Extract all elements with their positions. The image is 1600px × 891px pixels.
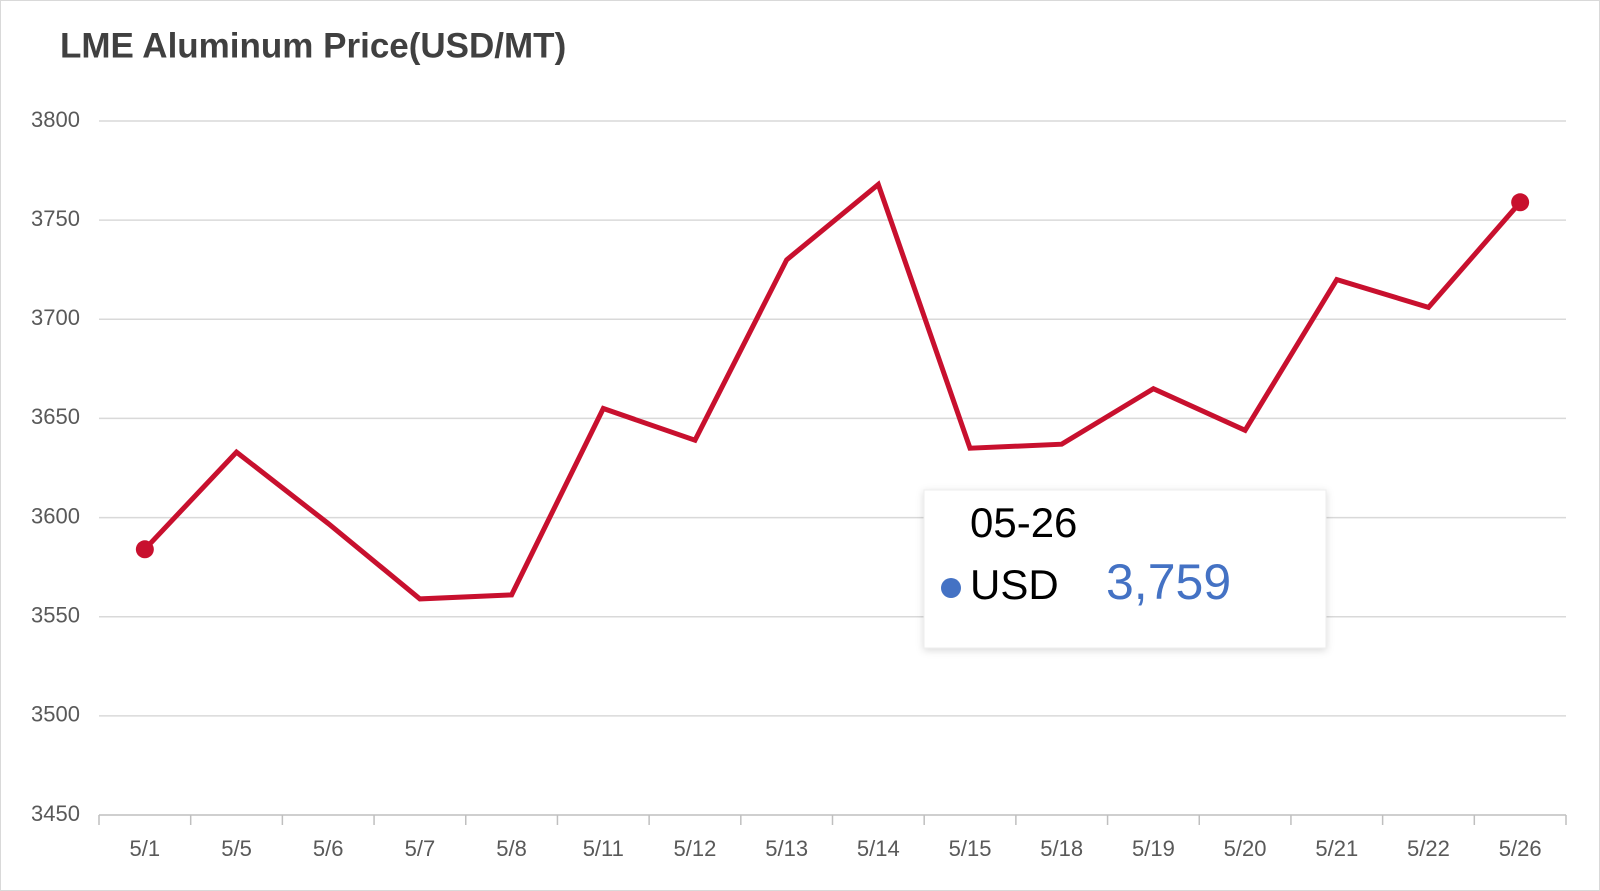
x-tick-label: 5/20	[1224, 836, 1267, 861]
y-tick-label: 3500	[31, 702, 80, 727]
tooltip-value: 3,759	[1106, 554, 1231, 610]
x-tick-label: 5/12	[674, 836, 717, 861]
x-tick-label: 5/8	[496, 836, 527, 861]
chart-title: LME Aluminum Price(USD/MT)	[60, 26, 566, 65]
y-tick-label: 3650	[31, 404, 80, 429]
y-tick-label: 3700	[31, 305, 80, 330]
x-tick-label: 5/1	[130, 836, 161, 861]
x-tick-label: 5/15	[949, 836, 992, 861]
line	[142, 180, 1523, 602]
x-tick-label: 5/21	[1315, 836, 1358, 861]
y-tick-label: 3750	[31, 206, 80, 231]
x-tick-label: 5/6	[313, 836, 344, 861]
x-tick-label: 5/5	[221, 836, 252, 861]
x-tick-label: 5/14	[857, 836, 900, 861]
y-tick-label: 3550	[31, 603, 80, 628]
y-tick-label: 3600	[31, 503, 80, 528]
end-point	[1511, 193, 1530, 212]
x-tick-label: 5/11	[583, 836, 624, 861]
x-tick-label: 5/7	[405, 836, 436, 861]
x-tick-label: 5/22	[1407, 836, 1450, 861]
tooltip: 05-26 USD 3,759	[923, 489, 1327, 649]
x-tick-label: 5/13	[765, 836, 808, 861]
y-tick-label: 3800	[31, 107, 80, 132]
x-tick-label: 5/19	[1132, 836, 1175, 861]
tooltip-box	[923, 489, 1327, 649]
x-tick-label: 5/26	[1499, 836, 1542, 861]
x-tick-label: 5/18	[1040, 836, 1083, 861]
tooltip-dot	[941, 578, 961, 598]
tooltip-title: 05-26	[970, 499, 1077, 546]
end-point	[135, 540, 154, 559]
tooltip-series-name: USD	[970, 561, 1059, 608]
y-tick-label: 3450	[31, 801, 80, 826]
